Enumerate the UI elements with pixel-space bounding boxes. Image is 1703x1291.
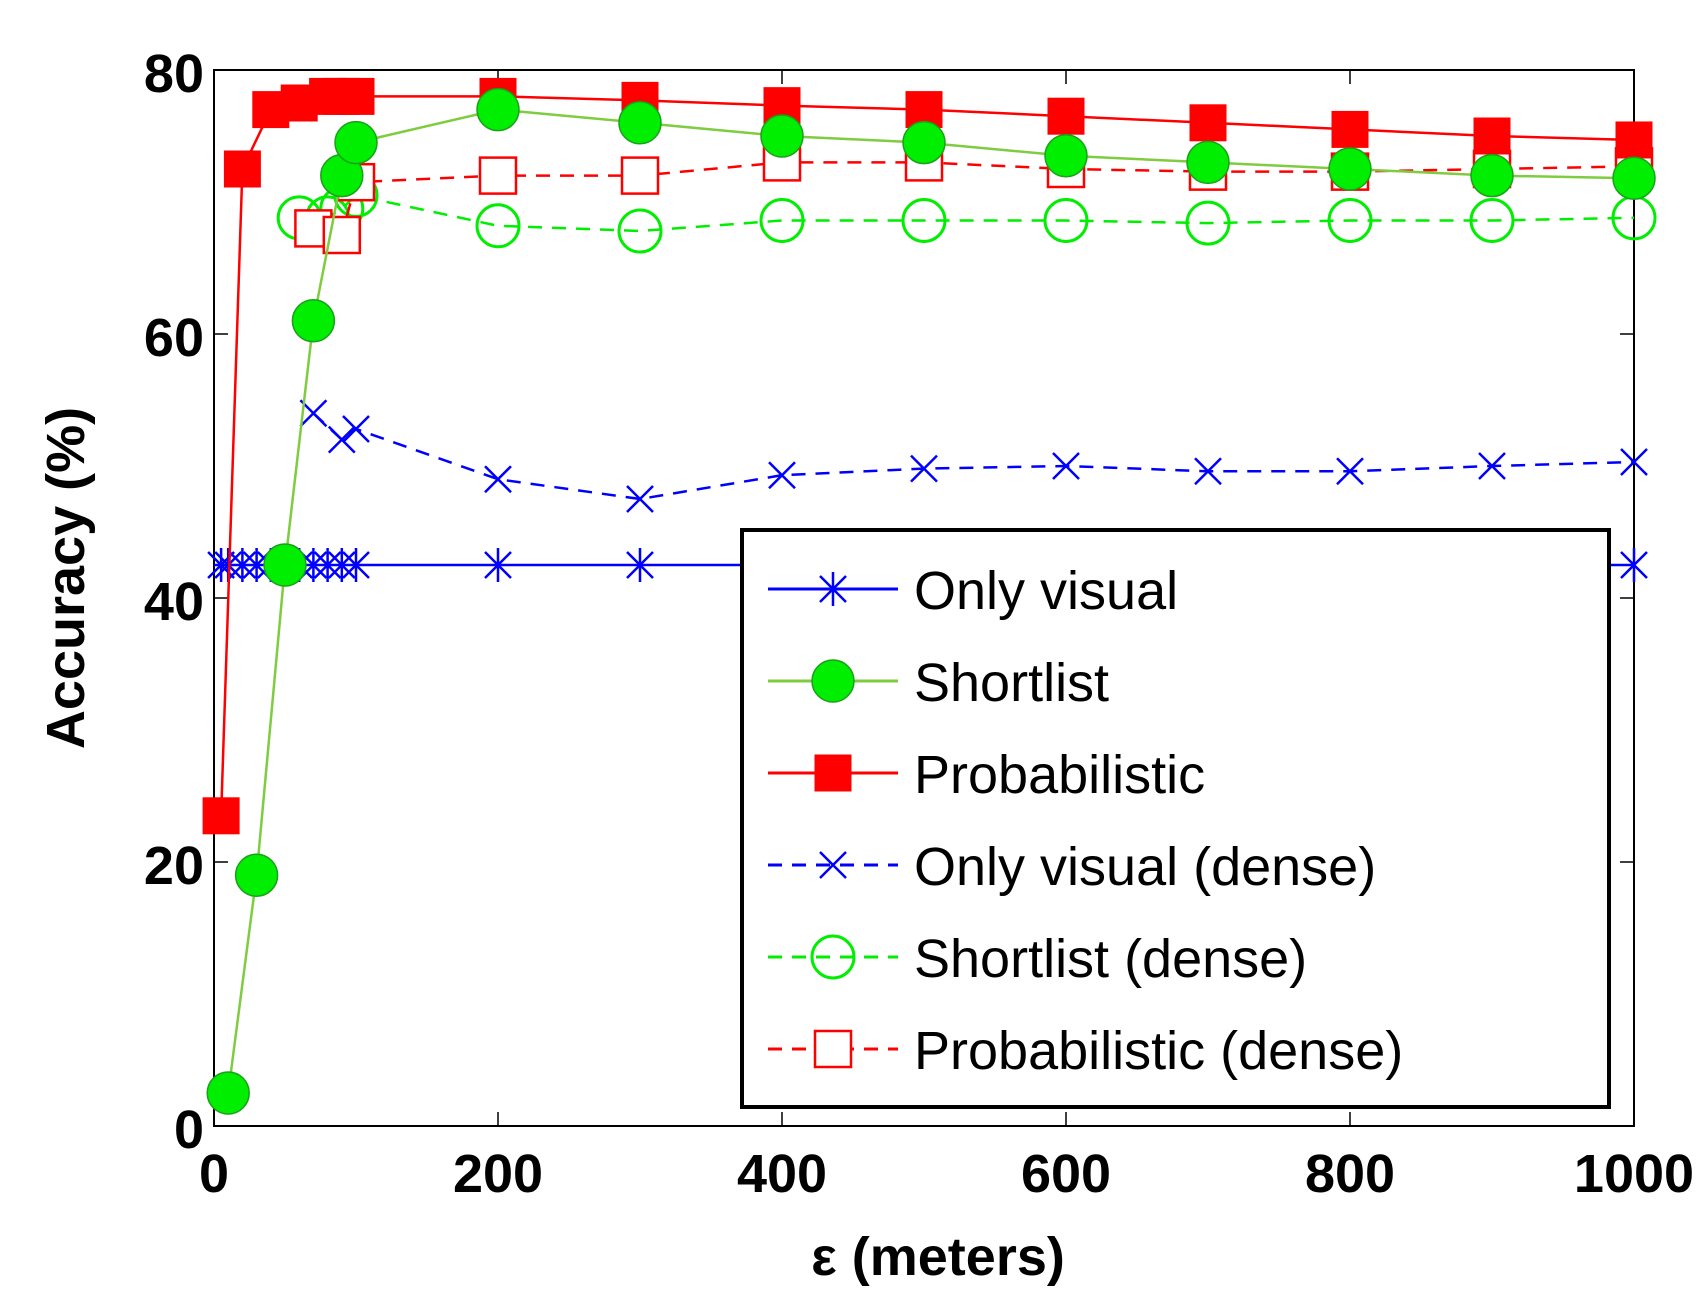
legend-label: Shortlist (dense) bbox=[914, 929, 1307, 989]
x-tick-label: 400 bbox=[737, 1144, 827, 1204]
y-tick-label: 0 bbox=[174, 1100, 204, 1160]
data-point-only-visual bbox=[228, 548, 257, 582]
y-tick-label: 20 bbox=[144, 836, 204, 896]
legend-marker bbox=[819, 572, 847, 606]
data-point-probabilistic-dense bbox=[620, 156, 660, 195]
data-point-shortlist-dense bbox=[1043, 197, 1089, 243]
legend-label: Probabilistic (dense) bbox=[914, 1021, 1403, 1081]
data-point-probabilistic bbox=[1331, 110, 1369, 148]
series-shortlist bbox=[206, 87, 1656, 1115]
x-tick-label: 600 bbox=[1021, 1144, 1111, 1204]
series-line-shortlist-dense bbox=[299, 194, 1635, 233]
legend-item-probabilistic-dense: Probabilistic (dense) bbox=[768, 1021, 1403, 1081]
data-point-shortlist bbox=[206, 1071, 250, 1115]
data-point-probabilistic bbox=[337, 77, 375, 115]
data-point-shortlist bbox=[1470, 153, 1514, 198]
legend-item-probabilistic: Probabilistic bbox=[768, 745, 1205, 805]
series-shortlist-dense bbox=[276, 172, 1657, 254]
data-point-only-visual-dense bbox=[910, 454, 938, 483]
data-point-shortlist bbox=[1612, 156, 1656, 200]
legend-label: Only visual bbox=[914, 561, 1178, 621]
data-point-shortlist bbox=[234, 853, 279, 897]
data-point-probabilistic bbox=[1473, 117, 1511, 155]
data-point-only-visual-dense bbox=[484, 465, 512, 494]
data-point-only-visual bbox=[626, 548, 654, 582]
y-tick-label: 40 bbox=[144, 572, 204, 632]
data-point-only-visual-dense bbox=[1620, 448, 1648, 476]
data-point-probabilistic bbox=[223, 150, 261, 188]
legend-marker bbox=[811, 659, 855, 703]
legend: Only visual Shortlist Probabilistic Only vi… bbox=[740, 528, 1611, 1109]
legend-marker bbox=[814, 754, 852, 792]
data-point-shortlist-dense bbox=[617, 208, 663, 254]
series-only-visual-dense bbox=[299, 399, 1648, 513]
data-point-probabilistic-dense bbox=[478, 156, 518, 195]
data-point-shortlist bbox=[1328, 147, 1372, 191]
y-tick-label: 80 bbox=[144, 44, 204, 104]
data-point-only-visual bbox=[313, 548, 342, 582]
x-tick-label: 800 bbox=[1305, 1144, 1395, 1204]
data-point-only-visual-dense bbox=[1336, 457, 1364, 486]
data-point-only-visual bbox=[327, 548, 356, 582]
legend-item-only-visual-dense: Only visual (dense) bbox=[768, 837, 1376, 897]
data-point-shortlist bbox=[1044, 134, 1088, 178]
y-axis-label: Accuracy (%) bbox=[36, 407, 96, 749]
x-tick-label: 1000 bbox=[1574, 1144, 1694, 1204]
data-point-only-visual-dense bbox=[1478, 452, 1506, 480]
data-point-probabilistic bbox=[1615, 121, 1653, 159]
data-point-shortlist bbox=[618, 101, 662, 145]
legend-marker bbox=[819, 851, 847, 879]
legend-item-only-visual: Only visual bbox=[768, 561, 1178, 621]
data-point-shortlist-dense bbox=[1327, 197, 1373, 243]
data-point-shortlist bbox=[1186, 140, 1230, 185]
legend-item-shortlist: Shortlist bbox=[768, 653, 1109, 713]
data-point-probabilistic bbox=[1047, 97, 1085, 135]
data-point-shortlist bbox=[334, 120, 378, 165]
data-point-only-visual-dense bbox=[768, 461, 796, 490]
data-point-only-visual-dense bbox=[626, 485, 654, 513]
data-point-only-visual-dense bbox=[342, 415, 370, 443]
data-point-only-visual bbox=[484, 548, 512, 582]
data-point-shortlist bbox=[902, 120, 946, 165]
data-point-only-visual bbox=[342, 548, 370, 582]
data-point-shortlist bbox=[476, 87, 520, 132]
legend-marker bbox=[810, 934, 856, 980]
legend-item-shortlist-dense: Shortlist (dense) bbox=[768, 929, 1307, 989]
data-point-shortlist-dense bbox=[759, 197, 805, 243]
data-point-shortlist-dense bbox=[475, 203, 521, 249]
plot-area bbox=[213, 69, 1635, 1127]
x-axis-label: ε (meters) bbox=[811, 1227, 1065, 1287]
data-point-shortlist-dense bbox=[1469, 197, 1515, 243]
legend-label: Shortlist bbox=[914, 653, 1109, 713]
legend-box bbox=[740, 528, 1611, 1109]
data-point-only-visual-dense bbox=[327, 425, 356, 454]
data-point-probabilistic bbox=[1189, 104, 1227, 142]
data-point-only-visual-dense bbox=[1052, 452, 1080, 480]
data-point-only-visual bbox=[1620, 548, 1648, 582]
y-tick-label: 60 bbox=[144, 308, 204, 368]
legend-label: Only visual (dense) bbox=[914, 837, 1376, 897]
data-point-shortlist-dense bbox=[901, 197, 947, 243]
legend-label: Probabilistic bbox=[914, 745, 1205, 805]
x-tick-label: 200 bbox=[453, 1144, 543, 1204]
data-point-shortlist bbox=[263, 543, 307, 587]
tick-labels: 0 200 400 600 800 1000 0 20 40 60 80 bbox=[144, 44, 1694, 1204]
data-point-shortlist-dense bbox=[1185, 200, 1231, 246]
data-point-probabilistic bbox=[202, 797, 240, 835]
series-layer bbox=[202, 77, 1657, 1115]
data-point-only-visual-dense bbox=[1194, 457, 1222, 486]
x-tick-label: 0 bbox=[199, 1144, 229, 1204]
data-point-shortlist bbox=[760, 114, 804, 158]
data-point-shortlist bbox=[291, 299, 336, 343]
legend-marker bbox=[813, 1029, 853, 1069]
